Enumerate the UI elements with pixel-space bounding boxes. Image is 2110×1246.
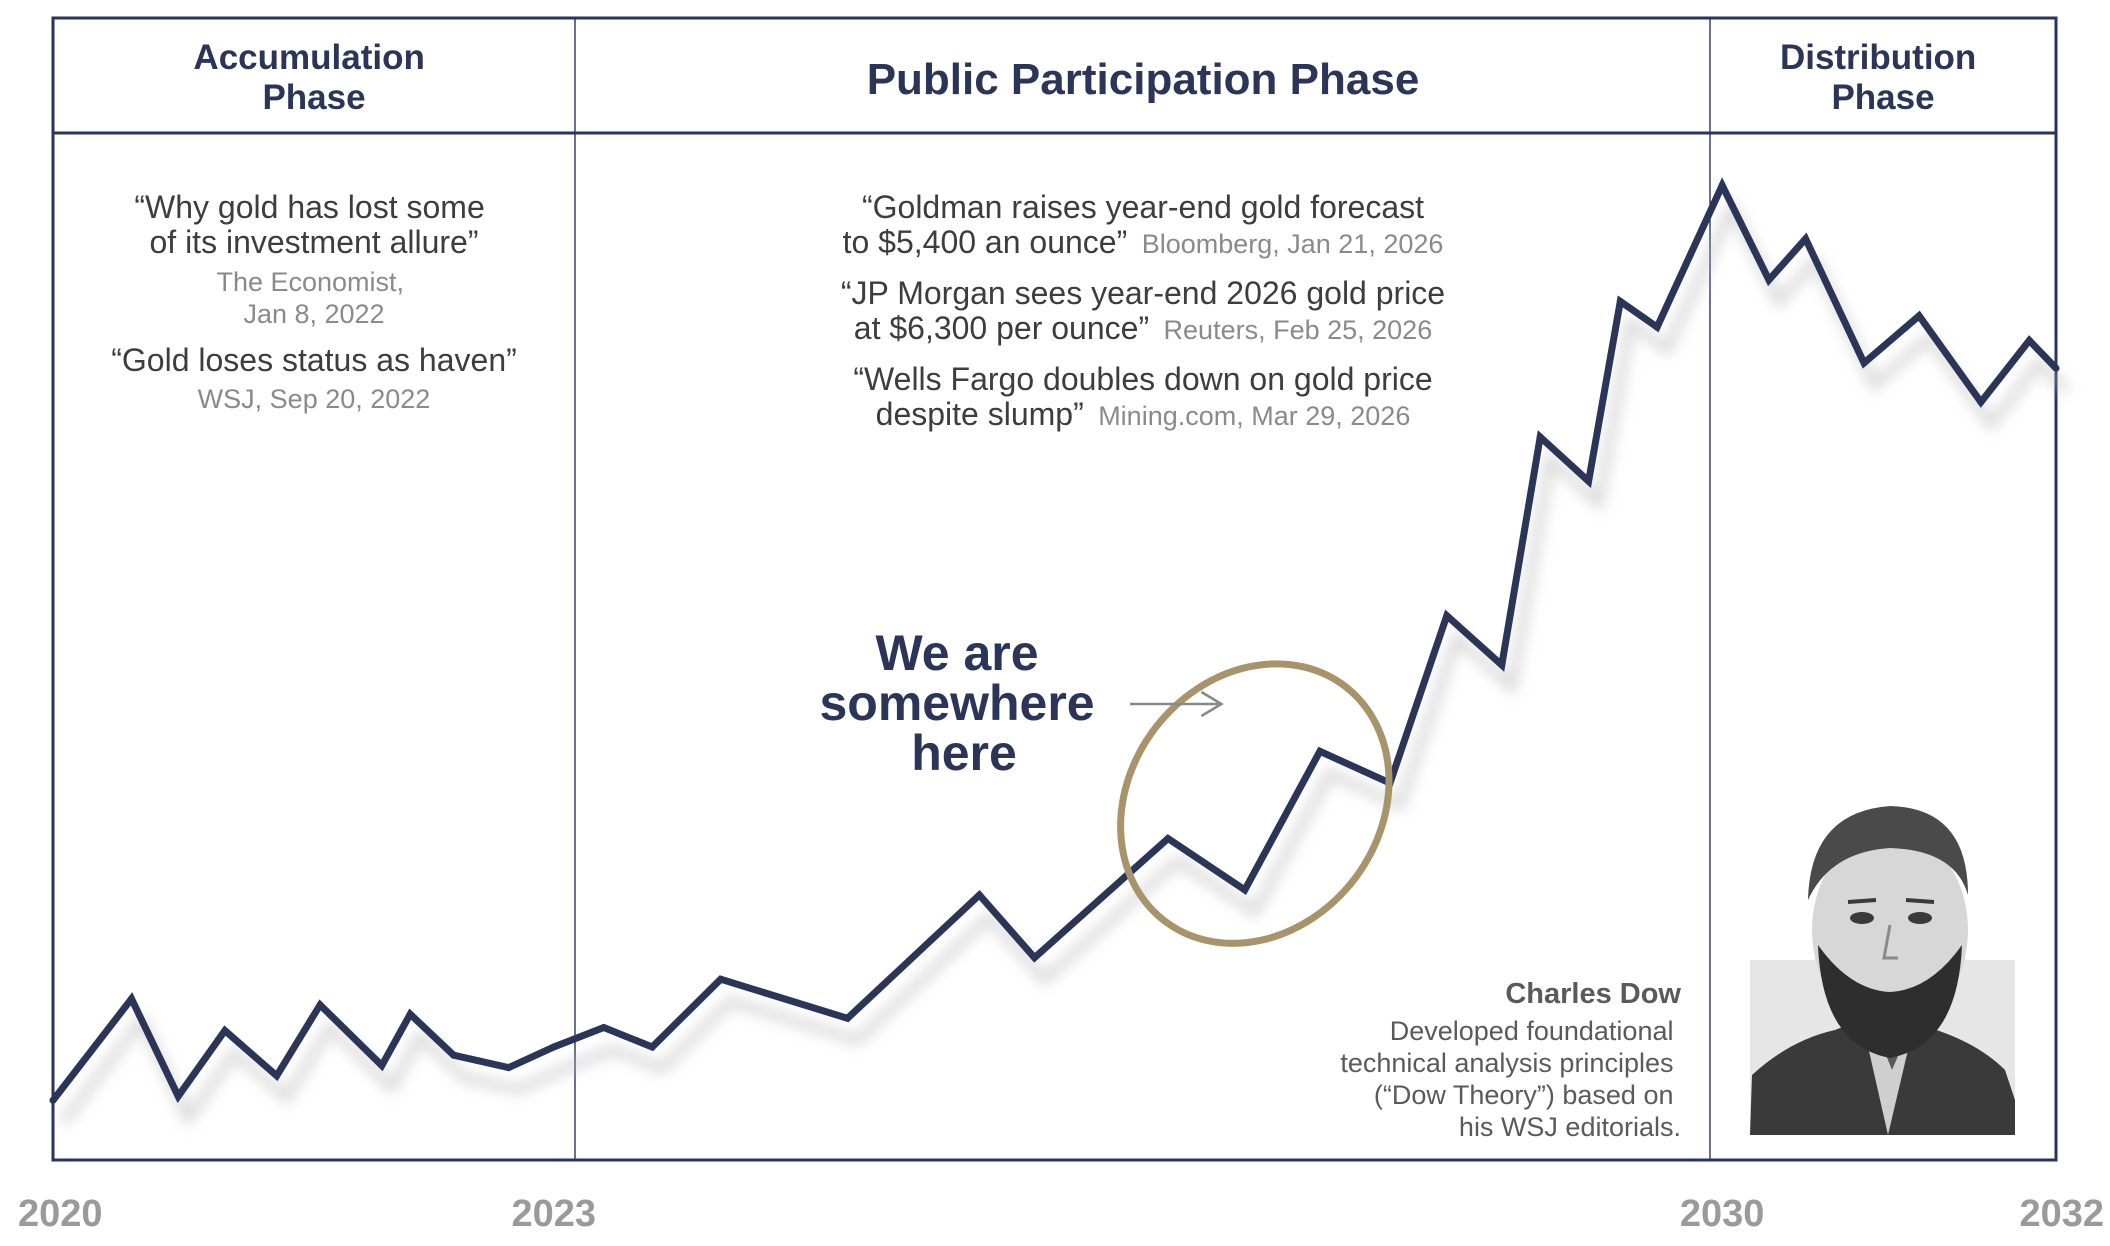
data-point-18: [1241, 886, 1249, 894]
economist-source: The Economist, Jan 8, 2022: [216, 267, 411, 329]
data-point-9: [505, 1064, 513, 1072]
data-point-10: [550, 1043, 558, 1051]
goldman-quote-line1: “Goldman raises year-end gold forecast: [862, 189, 1424, 225]
public-quotes: “Goldman raises year-end gold forecast t…: [841, 189, 1445, 432]
public-participation-phase-title: Public Participation Phase: [867, 55, 1420, 104]
data-point-17: [1164, 835, 1172, 842]
data-point-0: [49, 1096, 57, 1104]
x-tick-label-2020: 2020: [18, 1193, 103, 1235]
price-series: [49, 177, 2070, 1128]
data-point-5: [316, 1001, 324, 1009]
data-point-28: [1765, 276, 1773, 284]
data-point-3: [221, 1027, 229, 1035]
wsj-quote: “Gold loses status as haven”: [111, 342, 517, 378]
data-point-29: [1802, 235, 1810, 243]
data-point-34: [2052, 364, 2060, 372]
data-point-19: [1316, 747, 1324, 755]
data-point-6: [378, 1062, 386, 1069]
accumulation-phase-title: Accumulation Phase: [193, 38, 434, 117]
highlight-ellipse: [1117, 660, 1393, 947]
x-axis-ticks: 2020 2023 2030 2032: [18, 1193, 2104, 1235]
x-tick-label-2032: 2032: [2019, 1193, 2104, 1235]
data-point-23: [1536, 433, 1544, 441]
callout-text: We are somewhere here: [819, 625, 1108, 781]
dow-description: Developed foundational technical analysi…: [1340, 1016, 1681, 1142]
x-tick-label-2030: 2030: [1680, 1193, 1765, 1235]
data-point-16: [1031, 954, 1038, 962]
data-point-7: [406, 1010, 414, 1018]
data-point-31: [1915, 312, 1923, 320]
series-0-shadow: [59, 196, 2070, 1128]
data-point-2: [174, 1092, 182, 1100]
x-tick-label-2023: 2023: [511, 1193, 596, 1235]
arrow-head: [1200, 690, 1224, 718]
wellsfargo-quote-line1: “Wells Fargo doubles down on gold price: [853, 361, 1432, 397]
data-point-15: [975, 891, 983, 899]
dow-name: Charles Dow: [1505, 978, 1681, 1010]
goldman-quote-line2: to $5,400 an ounce” Bloomberg, Jan 21, 2…: [843, 224, 1444, 260]
data-point-8: [450, 1051, 458, 1059]
data-point-26: [1653, 323, 1661, 331]
wsj-source: WSJ, Sep 20, 2022: [198, 384, 431, 414]
jpmorgan-quote-line2: at $6,300 per ounce” Reuters, Feb 25, 20…: [854, 310, 1432, 346]
data-point-33: [2025, 337, 2033, 344]
data-point-1: [128, 995, 135, 1003]
data-point-24: [1585, 477, 1593, 485]
jpmorgan-quote-line1: “JP Morgan sees year-end 2026 gold price: [841, 275, 1445, 311]
data-point-13: [717, 975, 725, 983]
data-point-12: [648, 1043, 656, 1051]
data-point-32: [1977, 398, 1985, 406]
charles-dow-portrait: [1750, 806, 2015, 1135]
data-point-14: [844, 1014, 851, 1022]
distribution-phase-title: Distribution Phase: [1780, 38, 1986, 117]
data-point-27: [1718, 181, 1726, 189]
data-point-21: [1443, 612, 1451, 620]
economist-quote: “Why gold has lost some of its investmen…: [134, 189, 493, 260]
data-point-4: [273, 1072, 281, 1080]
data-point-30: [1860, 359, 1868, 367]
data-point-22: [1498, 661, 1506, 669]
wellsfargo-quote-line2: despite slump” Mining.com, Mar 29, 2026: [876, 396, 1411, 432]
callout-arrow: [1130, 690, 1224, 718]
data-point-11: [600, 1024, 608, 1031]
data-point-25: [1616, 297, 1624, 305]
accumulation-quotes: “Why gold has lost some of its investmen…: [111, 189, 517, 414]
